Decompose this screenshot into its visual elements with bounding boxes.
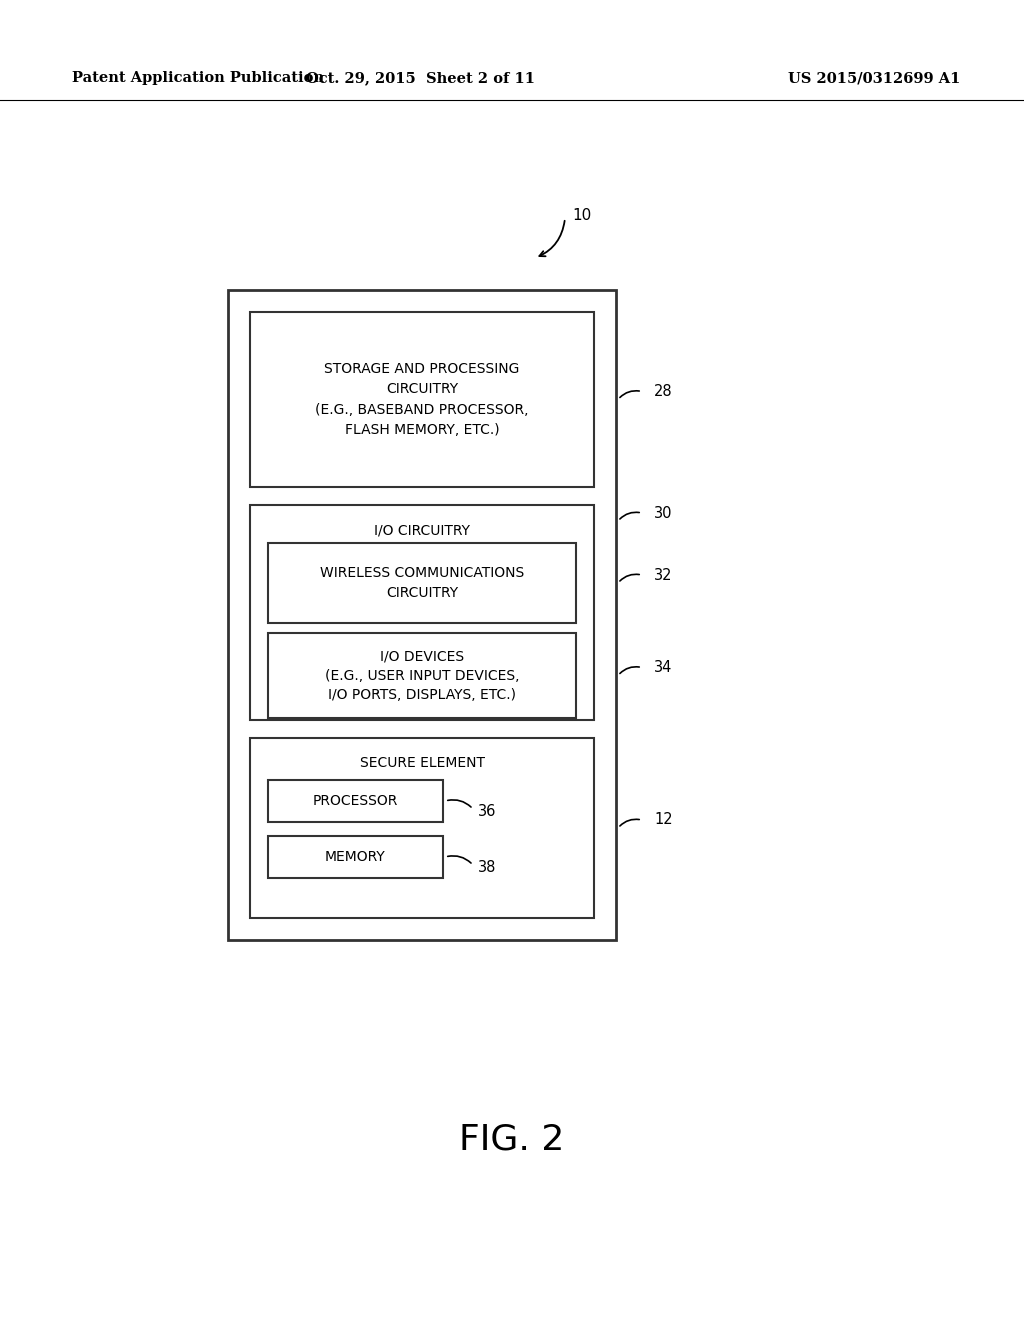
Bar [268,780,443,822]
Text: I/O CIRCUITRY: I/O CIRCUITRY [374,523,470,537]
Bar [228,290,616,940]
Bar [268,634,575,718]
Text: 32: 32 [654,568,673,582]
Text: US 2015/0312699 A1: US 2015/0312699 A1 [787,71,961,84]
Bar [250,738,594,917]
Text: 30: 30 [654,506,673,520]
Text: FIG. 2: FIG. 2 [460,1123,564,1158]
Bar [268,836,443,878]
Text: 36: 36 [478,804,497,818]
Text: I/O DEVICES
(E.G., USER INPUT DEVICES,
I/O PORTS, DISPLAYS, ETC.): I/O DEVICES (E.G., USER INPUT DEVICES, I… [325,649,519,702]
Text: 10: 10 [572,207,591,223]
Text: MEMORY: MEMORY [326,850,386,865]
Text: 12: 12 [654,813,673,828]
Text: Patent Application Publication: Patent Application Publication [72,71,324,84]
Text: 28: 28 [654,384,673,399]
Text: PROCESSOR: PROCESSOR [312,795,398,808]
Text: WIRELESS COMMUNICATIONS
CIRCUITRY: WIRELESS COMMUNICATIONS CIRCUITRY [319,566,524,601]
Text: STORAGE AND PROCESSING
CIRCUITRY
(E.G., BASEBAND PROCESSOR,
FLASH MEMORY, ETC.): STORAGE AND PROCESSING CIRCUITRY (E.G., … [315,362,528,437]
Text: 34: 34 [654,660,673,675]
Text: Oct. 29, 2015  Sheet 2 of 11: Oct. 29, 2015 Sheet 2 of 11 [305,71,535,84]
Bar [268,543,575,623]
Bar [250,506,594,719]
Bar [250,312,594,487]
Text: SECURE ELEMENT: SECURE ELEMENT [359,756,484,770]
Text: 38: 38 [478,859,497,874]
